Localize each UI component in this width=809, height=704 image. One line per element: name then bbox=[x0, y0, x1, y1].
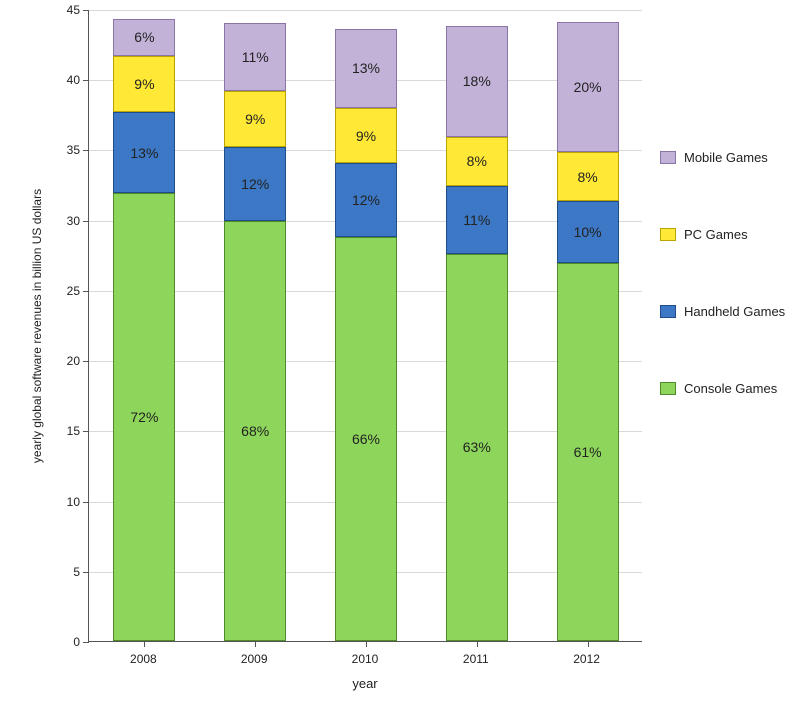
segment-pct-label: 72% bbox=[130, 409, 158, 425]
y-tick-mark bbox=[83, 642, 89, 643]
bar-segment-mobile: 20% bbox=[557, 22, 619, 152]
plot-area: 72% 13% 9% 6% 68% 12% 9% 11% 66% 12% 9% 13% 63% 11% 8%… bbox=[88, 10, 642, 642]
x-tick-mark bbox=[255, 641, 256, 647]
segment-pct-label: 9% bbox=[356, 128, 376, 144]
y-tick-label: 25 bbox=[58, 284, 80, 298]
bar-segment-mobile: 13% bbox=[335, 29, 397, 109]
y-tick-mark bbox=[83, 572, 89, 573]
legend-label: Mobile Games bbox=[684, 150, 768, 165]
segment-pct-label: 11% bbox=[242, 49, 269, 65]
legend-swatch bbox=[660, 151, 676, 164]
bar-group: 63% 11% 8% 18% bbox=[446, 9, 508, 641]
legend: Mobile Games PC Games Handheld Games Consol… bbox=[660, 150, 785, 396]
legend-item-mobile: Mobile Games bbox=[660, 150, 785, 165]
bar-segment-pc: 8% bbox=[557, 152, 619, 202]
chart-root: 72% 13% 9% 6% 68% 12% 9% 11% 66% 12% 9% 13% 63% 11% 8%… bbox=[0, 0, 809, 704]
legend-item-pc: PC Games bbox=[660, 227, 785, 242]
bar-group: 72% 13% 9% 6% bbox=[113, 9, 175, 641]
y-tick-label: 30 bbox=[58, 214, 80, 228]
segment-pct-label: 10% bbox=[574, 224, 602, 240]
x-tick-label: 2010 bbox=[352, 652, 379, 666]
segment-pct-label: 61% bbox=[574, 444, 602, 460]
bar-segment-console: 72% bbox=[113, 193, 175, 641]
bar-segment-handheld: 12% bbox=[224, 147, 286, 221]
y-tick-mark bbox=[83, 221, 89, 222]
bar-segment-pc: 8% bbox=[446, 137, 508, 186]
bar-segment-console: 68% bbox=[224, 221, 286, 641]
y-tick-mark bbox=[83, 10, 89, 11]
y-axis-title: yearly global software revenues in billi… bbox=[30, 189, 44, 463]
segment-pct-label: 20% bbox=[574, 79, 602, 95]
segment-pct-label: 9% bbox=[245, 111, 265, 127]
bar-group: 68% 12% 9% 11% bbox=[224, 9, 286, 641]
y-tick-label: 0 bbox=[58, 635, 80, 649]
bar-segment-pc: 9% bbox=[113, 56, 175, 112]
y-tick-label: 40 bbox=[58, 73, 80, 87]
x-tick-label: 2009 bbox=[241, 652, 268, 666]
bar-segment-console: 63% bbox=[446, 254, 508, 641]
y-tick-mark bbox=[83, 431, 89, 432]
segment-pct-label: 12% bbox=[241, 176, 269, 192]
y-tick-label: 20 bbox=[58, 354, 80, 368]
legend-item-console: Console Games bbox=[660, 381, 785, 396]
y-tick-mark bbox=[83, 291, 89, 292]
legend-swatch bbox=[660, 305, 676, 318]
bar-segment-mobile: 18% bbox=[446, 26, 508, 137]
segment-pct-label: 6% bbox=[134, 29, 154, 45]
x-tick-label: 2008 bbox=[130, 652, 157, 666]
y-tick-label: 45 bbox=[58, 3, 80, 17]
bar-segment-handheld: 10% bbox=[557, 201, 619, 263]
y-tick-label: 15 bbox=[58, 424, 80, 438]
x-tick-mark bbox=[477, 641, 478, 647]
segment-pct-label: 13% bbox=[130, 145, 158, 161]
legend-label: Console Games bbox=[684, 381, 777, 396]
y-tick-label: 5 bbox=[58, 565, 80, 579]
legend-label: PC Games bbox=[684, 227, 748, 242]
bar-group: 66% 12% 9% 13% bbox=[335, 9, 397, 641]
segment-pct-label: 8% bbox=[467, 153, 487, 169]
y-tick-label: 35 bbox=[58, 143, 80, 157]
bar-segment-console: 66% bbox=[335, 237, 397, 641]
bar-group: 61% 10% 8% 20% bbox=[557, 9, 619, 641]
bar-segment-handheld: 12% bbox=[335, 163, 397, 236]
segment-pct-label: 13% bbox=[352, 60, 380, 76]
x-tick-mark bbox=[144, 641, 145, 647]
segment-pct-label: 8% bbox=[577, 169, 597, 185]
legend-label: Handheld Games bbox=[684, 304, 785, 319]
x-tick-label: 2011 bbox=[463, 652, 489, 666]
legend-item-handheld: Handheld Games bbox=[660, 304, 785, 319]
segment-pct-label: 68% bbox=[241, 423, 269, 439]
legend-swatch bbox=[660, 228, 676, 241]
y-tick-mark bbox=[83, 361, 89, 362]
y-tick-mark bbox=[83, 150, 89, 151]
segment-pct-label: 63% bbox=[463, 439, 491, 455]
bar-segment-mobile: 6% bbox=[113, 19, 175, 56]
x-tick-mark bbox=[588, 641, 589, 647]
legend-swatch bbox=[660, 382, 676, 395]
segment-pct-label: 18% bbox=[463, 73, 491, 89]
y-tick-mark bbox=[83, 80, 89, 81]
bar-segment-pc: 9% bbox=[335, 108, 397, 163]
x-tick-label: 2012 bbox=[573, 652, 600, 666]
y-tick-mark bbox=[83, 502, 89, 503]
bar-segment-console: 61% bbox=[557, 263, 619, 641]
segment-pct-label: 12% bbox=[352, 192, 380, 208]
x-tick-mark bbox=[366, 641, 367, 647]
segment-pct-label: 11% bbox=[463, 212, 490, 228]
bar-segment-handheld: 13% bbox=[113, 112, 175, 193]
bar-segment-pc: 9% bbox=[224, 91, 286, 147]
bar-segment-mobile: 11% bbox=[224, 23, 286, 91]
segment-pct-label: 9% bbox=[134, 76, 154, 92]
segment-pct-label: 66% bbox=[352, 431, 380, 447]
x-axis-title: year bbox=[352, 676, 377, 691]
bar-segment-handheld: 11% bbox=[446, 186, 508, 254]
y-tick-label: 10 bbox=[58, 495, 80, 509]
